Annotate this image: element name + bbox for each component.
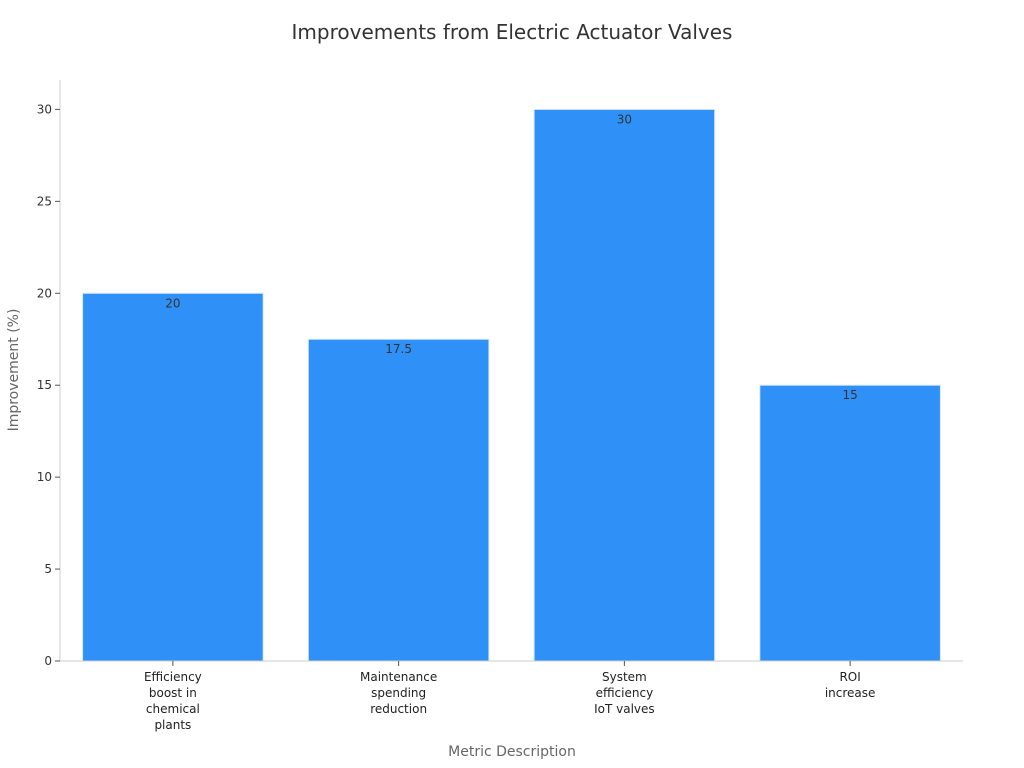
y-tick-label: 0 <box>44 654 52 668</box>
y-axis-title: Improvement (%) <box>6 309 22 432</box>
data-label: 17.5 <box>385 342 412 356</box>
bar <box>533 108 716 662</box>
bar <box>307 338 490 662</box>
y-tick-label: 5 <box>44 562 52 576</box>
data-label: 30 <box>617 112 632 126</box>
x-axis-title: Metric Description <box>448 744 576 760</box>
bar <box>759 384 941 662</box>
y-tick-label: 15 <box>37 378 52 392</box>
y-tick-label: 20 <box>37 286 52 300</box>
x-tick-label: Efficiency boost in chemical plants <box>144 670 202 732</box>
y-tick-label: 10 <box>37 470 52 484</box>
data-label: 15 <box>842 388 857 402</box>
axes-layer: 0 5 10 15 20 25 30 Efficiency boost in chemical pl… <box>37 80 963 732</box>
bar <box>82 292 264 662</box>
y-tick-label: 30 <box>37 102 52 116</box>
x-tick-label: ROI increase <box>825 670 876 700</box>
chart-title: Improvements from Electric Actuator Valv… <box>291 20 733 44</box>
data-labels-layer: 20 17.5 30 15 <box>165 112 858 402</box>
x-tick-label: System efficiency IoT valves <box>594 670 655 716</box>
x-tick-label: Maintenance spending reduction <box>360 670 437 716</box>
data-label: 20 <box>165 296 180 310</box>
y-tick-label: 25 <box>37 194 52 208</box>
bars-layer <box>82 108 941 662</box>
